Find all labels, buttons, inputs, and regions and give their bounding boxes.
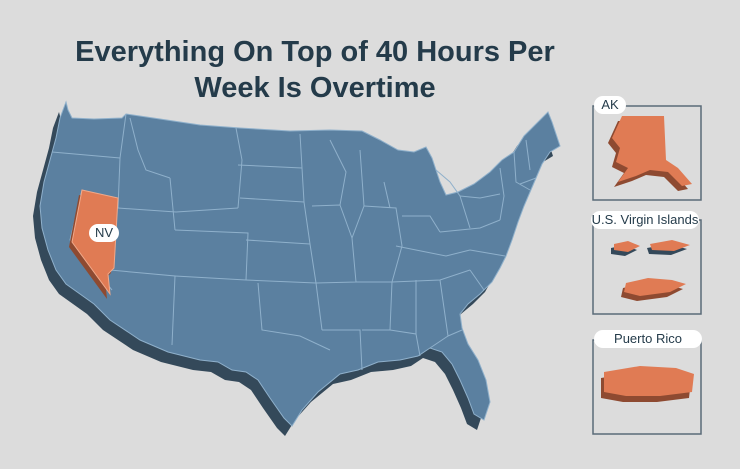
title-line-1: Everything On Top of 40 Hours Per: [75, 36, 555, 68]
us-landmass: [39, 100, 561, 427]
inset-puerto-rico: Puerto Rico: [592, 330, 702, 435]
nevada-label-pill: NV: [89, 224, 119, 242]
virgin-islands-shapes: [611, 240, 690, 301]
virgin-islands-label: U.S. Virgin Islands: [592, 212, 699, 227]
puerto-rico-label: Puerto Rico: [614, 331, 682, 346]
nevada-shape: [71, 189, 119, 296]
map-title: Everything On Top of 40 Hours Per Week I…: [0, 34, 630, 106]
title-line-2: Week Is Overtime: [194, 72, 436, 104]
inset-alaska: AK: [592, 96, 702, 201]
inset-virgin-islands: U.S. Virgin Islands: [591, 211, 702, 315]
contiguous-us: [33, 100, 561, 436]
alaska-shape: [612, 116, 692, 186]
nevada-state: [69, 189, 119, 299]
puerto-rico-shape: [604, 366, 694, 396]
alaska-label: AK: [601, 97, 619, 112]
nevada-label: NV: [95, 225, 113, 240]
